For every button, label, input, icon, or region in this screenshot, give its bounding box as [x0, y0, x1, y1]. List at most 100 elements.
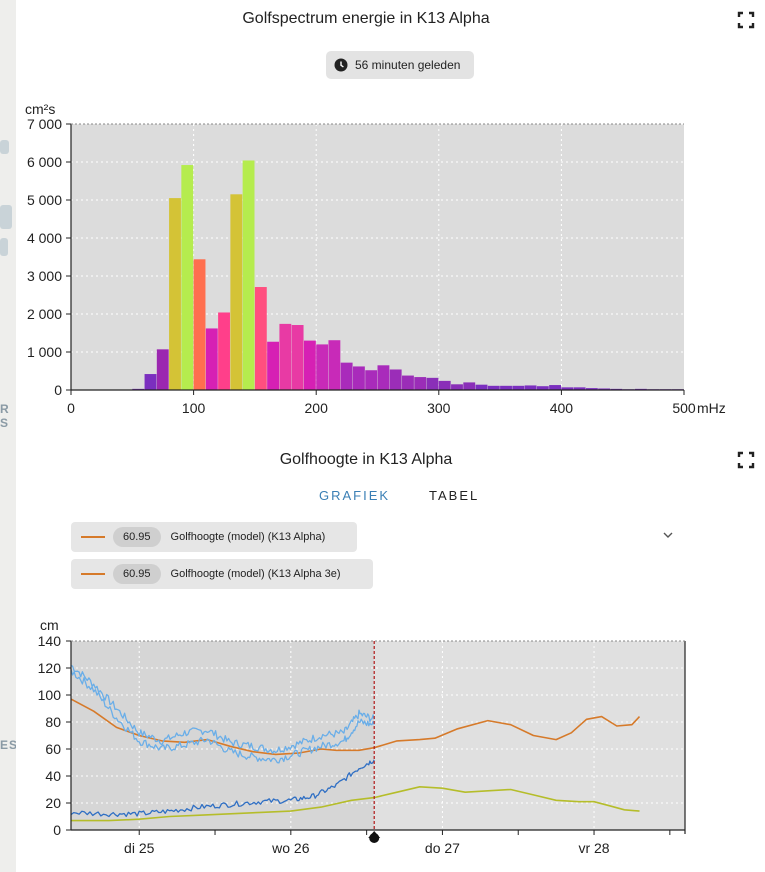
map-island: [0, 140, 9, 154]
spectrum-bar: [524, 385, 537, 390]
spectrum-bar: [316, 344, 329, 390]
now-marker-dot: [369, 833, 380, 843]
spectrum-title: Golfspectrum energie in K13 Alpha: [242, 10, 490, 27]
x-tick-label: do 27: [425, 840, 460, 856]
series-line: [70, 669, 375, 764]
x-axis-label: mHz: [697, 400, 726, 416]
spectrum-chart: 0 1 000 2 000 3 000 4 000 5 000 6 000 7 000 0 100…: [25, 101, 726, 416]
x-tick-label: 400: [550, 400, 574, 416]
plot-area-forecast: [374, 641, 685, 830]
map-label: R S: [0, 402, 10, 430]
y-tick-label: 20: [45, 795, 61, 811]
background-map: R S ES: [0, 0, 16, 872]
map-label: ES: [0, 738, 16, 752]
y-tick-label: 120: [38, 660, 62, 676]
plot-area-past: [71, 641, 375, 830]
spectrum-bar: [144, 374, 157, 390]
legend-label: Golfhoogte (model) (K13 Alpha): [170, 531, 326, 543]
legend-item[interactable]: 60.95 Golfhoogte (model) (K13 Alpha): [71, 522, 357, 552]
legend-swatch: [81, 536, 105, 538]
legend-value: 60.95: [113, 527, 161, 547]
spectrum-bar: [377, 365, 390, 390]
y-tick-label: 7 000: [27, 116, 62, 132]
spectrum-bar: [279, 323, 292, 390]
y-tick-label: 6 000: [27, 154, 62, 170]
legend-item[interactable]: 60.95 Golfhoogte (model) (K13 Alpha 3e): [71, 559, 373, 589]
spectrum-bar: [598, 388, 611, 390]
spectrum-bar: [500, 385, 512, 390]
legend-value: 60.95: [113, 564, 161, 584]
spectrum-bar: [438, 380, 451, 390]
spectrum-bar: [585, 388, 598, 390]
series-line: [71, 786, 640, 822]
spectrum-bar: [365, 370, 378, 390]
expand-spectrum-icon[interactable]: [737, 11, 755, 29]
y-tick-label: 5 000: [27, 192, 62, 208]
spectrum-bar: [549, 385, 561, 390]
y-tick-label: 100: [38, 687, 62, 703]
expand-waveheight-icon[interactable]: [737, 451, 755, 469]
spectrum-bar: [193, 259, 206, 390]
spectrum-bar: [475, 384, 488, 390]
spectrum-bar: [328, 340, 341, 390]
spectrum-bar: [254, 287, 267, 390]
x-tick-label: 100: [182, 400, 206, 416]
spectrum-bar: [352, 366, 365, 390]
map-island: [0, 205, 12, 229]
y-tick-label: 60: [45, 741, 61, 757]
waveheight-title: Golfhoogte in K13 Alpha: [279, 451, 453, 468]
y-tick-label: 0: [54, 382, 62, 398]
spectrum-bar: [389, 369, 402, 390]
spectrum-bar: [205, 328, 218, 390]
y-tick-label: 140: [38, 633, 62, 649]
legend-swatch: [81, 573, 105, 575]
last-updated-badge: 56 minuten geleden: [326, 51, 474, 79]
y-tick-label: 0: [53, 822, 61, 838]
y-tick-label: 80: [45, 714, 61, 730]
x-tick-label: di 25: [124, 840, 155, 856]
y-axis-label: cm: [40, 617, 59, 633]
spectrum-bar: [512, 385, 525, 390]
spectrum-bar: [536, 386, 549, 390]
map-island: [0, 238, 8, 256]
spectrum-bar: [451, 384, 463, 390]
y-tick-label: 40: [45, 768, 61, 784]
x-tick-label: 300: [427, 400, 451, 416]
waveheight-chart: 0 20 40 60 80 100 120 140 di 25 wo 26 do 27 vr 28 cm: [38, 617, 686, 856]
y-tick-label: 2 000: [27, 306, 62, 322]
spectrum-bar: [291, 325, 304, 390]
chevron-down-icon[interactable]: [661, 528, 675, 542]
spectrum-bar: [414, 377, 427, 390]
y-tick-label: 1 000: [27, 344, 62, 360]
spectrum-bar: [181, 165, 194, 390]
spectrum-bar: [463, 382, 476, 390]
tab-grafiek[interactable]: GRAFIEK: [319, 488, 391, 503]
x-tick-label: wo 26: [271, 840, 310, 856]
spectrum-bar: [340, 362, 353, 390]
tab-tabel[interactable]: TABEL: [429, 488, 480, 503]
x-tick-label: 500: [672, 400, 696, 416]
x-tick-label: vr 28: [578, 840, 609, 856]
spectrum-bar: [402, 375, 414, 390]
x-tick-label: 200: [305, 400, 329, 416]
spectrum-bar: [169, 198, 181, 390]
spectrum-bar: [573, 387, 586, 390]
y-axis-label: cm²s: [25, 101, 55, 117]
spectrum-bar: [561, 387, 574, 390]
spectrum-bar: [218, 312, 230, 390]
spectrum-bar: [242, 160, 255, 390]
x-tick-label: 0: [67, 400, 75, 416]
legend-label: Golfhoogte (model) (K13 Alpha 3e): [170, 568, 341, 580]
y-tick-label: 4 000: [27, 230, 62, 246]
series-line: [70, 759, 375, 818]
spectrum-bar: [267, 341, 280, 390]
spectrum-bar: [230, 194, 243, 390]
last-updated-text: 56 minuten geleden: [355, 58, 461, 72]
clock-icon: [334, 58, 348, 72]
spectrum-bar: [487, 385, 500, 390]
y-tick-label: 3 000: [27, 268, 62, 284]
spectrum-bar: [426, 377, 439, 390]
series-line: [70, 664, 375, 754]
spectrum-bar: [303, 340, 316, 390]
spectrum-bar: [156, 349, 169, 390]
